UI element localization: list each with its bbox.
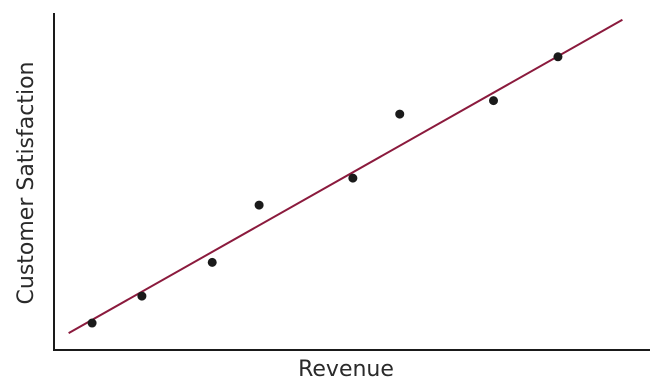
data-point	[254, 200, 264, 210]
x-axis-label: Revenue	[298, 357, 394, 381]
data-point	[87, 318, 97, 328]
data-point	[348, 173, 358, 183]
data-point	[137, 291, 147, 301]
data-point	[553, 52, 563, 62]
data-point	[395, 109, 405, 119]
trend-line	[68, 18, 623, 335]
y-axis-label: Customer Satisfaction	[14, 62, 39, 305]
data-point	[489, 96, 498, 106]
data-point	[207, 257, 217, 267]
chart-marks	[68, 18, 623, 335]
